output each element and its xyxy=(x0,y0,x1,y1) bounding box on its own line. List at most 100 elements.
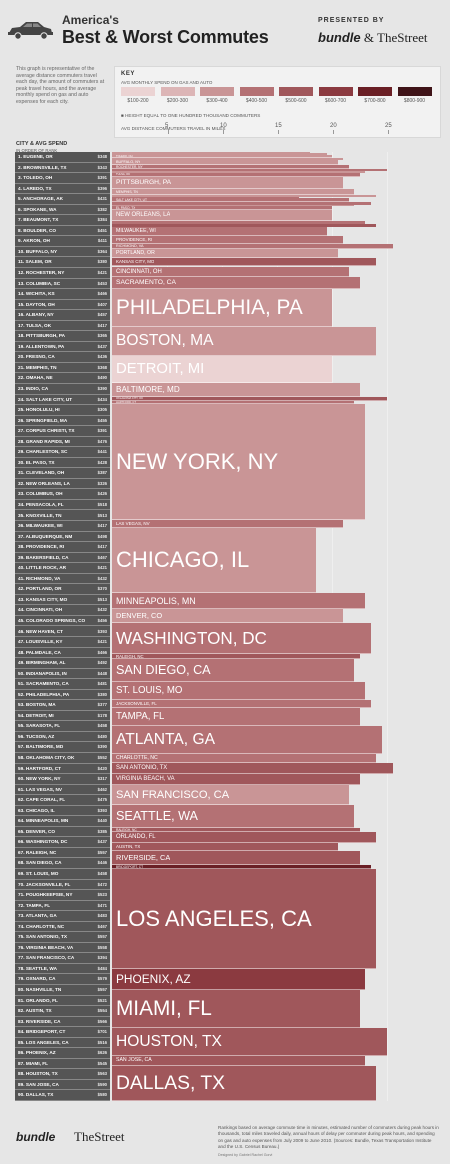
title-line-1: America's xyxy=(62,13,119,27)
rank-city-spend: $421 xyxy=(97,269,107,275)
rank-row: 87. MIAMI, FL $545 xyxy=(15,1059,110,1070)
rank-city-spend: $421 xyxy=(97,639,107,645)
rank-city-name: 21. MEMPHIS, TN xyxy=(18,364,57,370)
rank-city-name: 85. LOS ANGELES, CA xyxy=(18,1039,69,1045)
bar-city-label: RICHMOND, VA xyxy=(116,244,144,249)
rank-city-spend: $317 xyxy=(97,776,107,782)
commute-bar: MIAMI, FL xyxy=(112,990,360,1029)
rank-row: 33. COLUMBUS, OH $426 xyxy=(15,489,110,500)
rank-row: 18. PITTSBURGH, PA $365 xyxy=(15,331,110,342)
footer-thestreet-logo: TheStreet xyxy=(74,1129,125,1144)
bar-city-label: BALTIMORE, MD xyxy=(116,384,180,394)
rank-city-spend: $393 xyxy=(97,628,107,634)
rank-city-spend: $407 xyxy=(97,301,107,307)
bar-city-label: SACRAMENTO, CA xyxy=(116,279,176,287)
rank-row: 73. ATLANTA, GA $483 xyxy=(15,911,110,922)
commute-bar: HARTFORD, CT xyxy=(112,400,354,405)
rank-city-spend: $377 xyxy=(97,702,107,708)
rank-city-spend: $417 xyxy=(97,544,107,550)
rank-city-spend: $396 xyxy=(97,185,107,191)
commute-bar xyxy=(112,169,387,171)
sponsor-amp: & xyxy=(363,30,374,45)
rank-city-spend: $431 xyxy=(97,196,107,202)
commute-bar: JACKSONVILLE, FL xyxy=(112,699,371,709)
rank-city-name: 67. RALEIGH, NC xyxy=(18,849,57,855)
commute-bar: LOS ANGELES, CA xyxy=(112,868,376,969)
rank-city-name: 72. TAMPA, FL xyxy=(18,902,51,908)
rank-row: 50. INDIANAPOLIS, IN $448 xyxy=(15,669,110,680)
rank-city-name: 53. BOSTON, MA xyxy=(18,702,56,708)
rank-row: 30. EL PASO, TX $428 xyxy=(15,458,110,469)
bar-city-label: TAMPA, FL xyxy=(116,711,165,723)
rank-row: 79. OXNARD, CA $579 xyxy=(15,974,110,985)
bar-city-label: ATLANTA, GA xyxy=(116,730,215,748)
thestreet-logo: TheStreet xyxy=(377,30,428,45)
bar-city-label: LOS ANGELES, CA xyxy=(116,905,312,931)
commute-bar: CINCINNATI, OH xyxy=(112,266,349,278)
bar-city-label: VIRGINIA BEACH, VA xyxy=(116,776,175,783)
rank-row: 24. SALT LAKE CITY, UT $434 xyxy=(15,395,110,406)
commute-bar: TAMPA, FL xyxy=(112,708,360,726)
rank-row: 68. SAN DIEGO, CA $446 xyxy=(15,858,110,869)
rank-city-spend: $326 xyxy=(97,480,107,486)
bar-city-label: PROVIDENCE, RI xyxy=(116,237,153,243)
rank-city-spend: $441 xyxy=(97,449,107,455)
rank-city-name: 63. CHICAGO, IL xyxy=(18,807,55,813)
rank-row: 44. CINCINNATI, OH $432 xyxy=(15,605,110,616)
rank-city-name: 57. BALTIMORE, MD xyxy=(18,744,64,750)
bar-city-label: TULSA, OK xyxy=(116,173,131,177)
rank-city-spend: $448 xyxy=(97,670,107,676)
bar-city-label: HOUSTON, TX xyxy=(116,1033,222,1051)
rank-city-name: 2. BROWNSVILLE, TX xyxy=(18,164,67,170)
commute-bar: EL PASO, TX xyxy=(112,206,332,211)
rank-city-spend: $384 xyxy=(97,217,107,223)
rank-city-spend: $390 xyxy=(97,744,107,750)
rank-city-spend: $516 xyxy=(97,1039,107,1045)
rank-row: 56. TUCSON, AZ $480 xyxy=(15,732,110,743)
swatch-2 xyxy=(160,87,195,96)
rank-city-spend: $343 xyxy=(97,164,107,170)
rank-row: 67. RALEIGH, NC $557 xyxy=(15,848,110,859)
rank-city-spend: $390 xyxy=(97,385,107,391)
commute-bar: WASHINGTON, DC xyxy=(112,622,371,655)
bar-city-label: MINNEAPOLIS, MN xyxy=(116,596,196,607)
rank-row: 84. BRIDGEPORT, CT $701 xyxy=(15,1027,110,1038)
commute-bar: SEATTLE, WA xyxy=(112,805,354,829)
swatch-label-3: $300-400 xyxy=(206,98,228,104)
rank-row: 36. MILWAUKEE, WI $417 xyxy=(15,521,110,532)
rank-row: 85. LOS ANGELES, CA $516 xyxy=(15,1038,110,1049)
rank-row: 25. HONOLULU, HI $305 xyxy=(15,405,110,416)
commute-bar: RALEIGH, NC xyxy=(112,828,360,833)
rank-city-spend: $368 xyxy=(97,364,107,370)
rank-city-spend: $513 xyxy=(97,596,107,602)
rank-city-spend: $462 xyxy=(97,786,107,792)
rank-row: 8. BOULDER, CO $451 xyxy=(15,226,110,237)
rank-row: 74. CHARLOTTE, NC $467 xyxy=(15,922,110,933)
rank-city-name: 76. VIRGINIA BEACH, VA xyxy=(18,944,74,950)
rank-city-spend: $498 xyxy=(97,533,107,539)
axis-tick-10: 10 xyxy=(220,123,227,129)
rank-city-spend: $455 xyxy=(97,417,107,423)
rank-row: 10. BUFFALO, NY $364 xyxy=(15,247,110,258)
rank-city-spend: $484 xyxy=(97,965,107,971)
rank-city-spend: $458 xyxy=(97,871,107,877)
rank-city-name: 78. SEATTLE, WA xyxy=(18,965,57,971)
rank-city-name: 66. WASHINGTON, DC xyxy=(18,839,68,845)
commute-bar: NEW ORLEANS, LA xyxy=(112,210,332,222)
rank-row: 6. SPOKANE, WA $382 xyxy=(15,205,110,216)
rank-city-name: 28. GRAND RAPIDS, MI xyxy=(18,438,70,444)
rank-city-name: 26. SPRINGFIELD, MA xyxy=(18,417,68,423)
rank-city-name: 29. CHARLESTON, SC xyxy=(18,449,68,455)
axis-tick-5: 5 xyxy=(165,123,169,129)
rank-row: 41. RICHMOND, VA $432 xyxy=(15,574,110,585)
rank-city-name: 23. INDIO, CA xyxy=(18,385,49,391)
rank-row: 47. LOUISVILLE, KY $421 xyxy=(15,637,110,648)
rank-city-spend: $467 xyxy=(97,923,107,929)
rank-city-spend: $476 xyxy=(97,438,107,444)
rank-row: 27. CORPUS CHRISTI, TX $391 xyxy=(15,426,110,437)
rank-row: 35. KNOXVILLE, TN $513 xyxy=(15,511,110,522)
rank-row: 14. WICHITA, KS $466 xyxy=(15,289,110,300)
rank-city-spend: $521 xyxy=(97,997,107,1003)
rank-row: 75. SAN ANTONIO, TX $557 xyxy=(15,932,110,943)
axis-tickmark-15 xyxy=(278,130,279,134)
